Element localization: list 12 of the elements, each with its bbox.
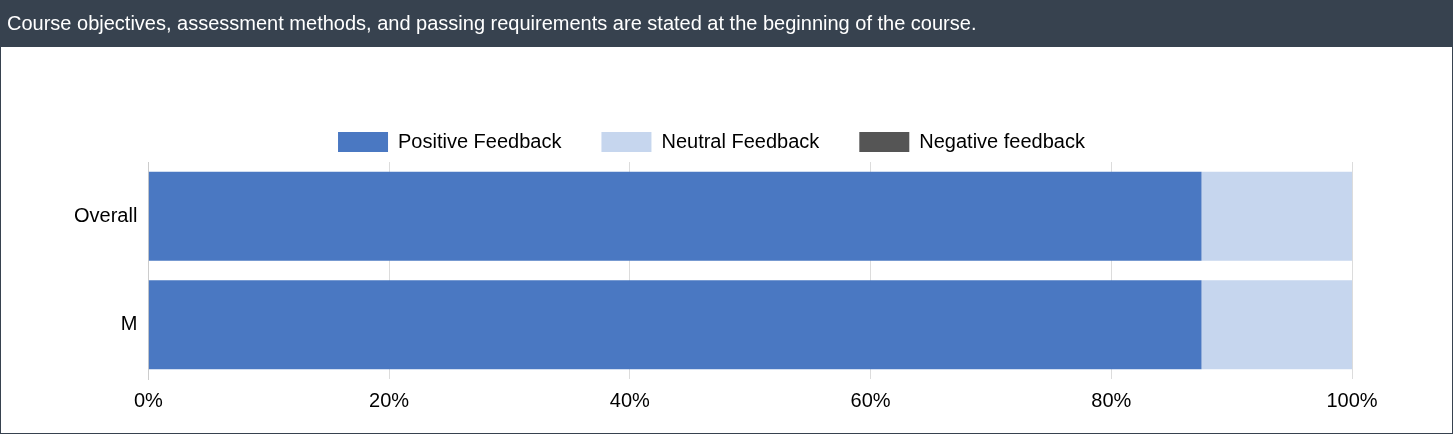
x-tick-label: 100% — [1326, 388, 1378, 411]
x-tick-label: 20% — [369, 388, 410, 411]
y-tick-label: Overall — [73, 203, 138, 226]
x-tick-label: 60% — [850, 388, 891, 411]
legend-label: Negative feedback — [919, 129, 1086, 152]
x-tick-label: 40% — [609, 388, 651, 411]
x-tick-label: 80% — [1091, 388, 1132, 411]
y-tick-label: M — [120, 312, 138, 335]
x-tick-label: 0% — [133, 388, 164, 411]
chart-title: Course objectives, assessment methods, and passing requirements are stated at the beginning of the course. — [1, 1, 1452, 47]
legend-label: Neutral Feedback — [661, 129, 821, 152]
legend-label: Positive Feedback — [398, 129, 563, 152]
